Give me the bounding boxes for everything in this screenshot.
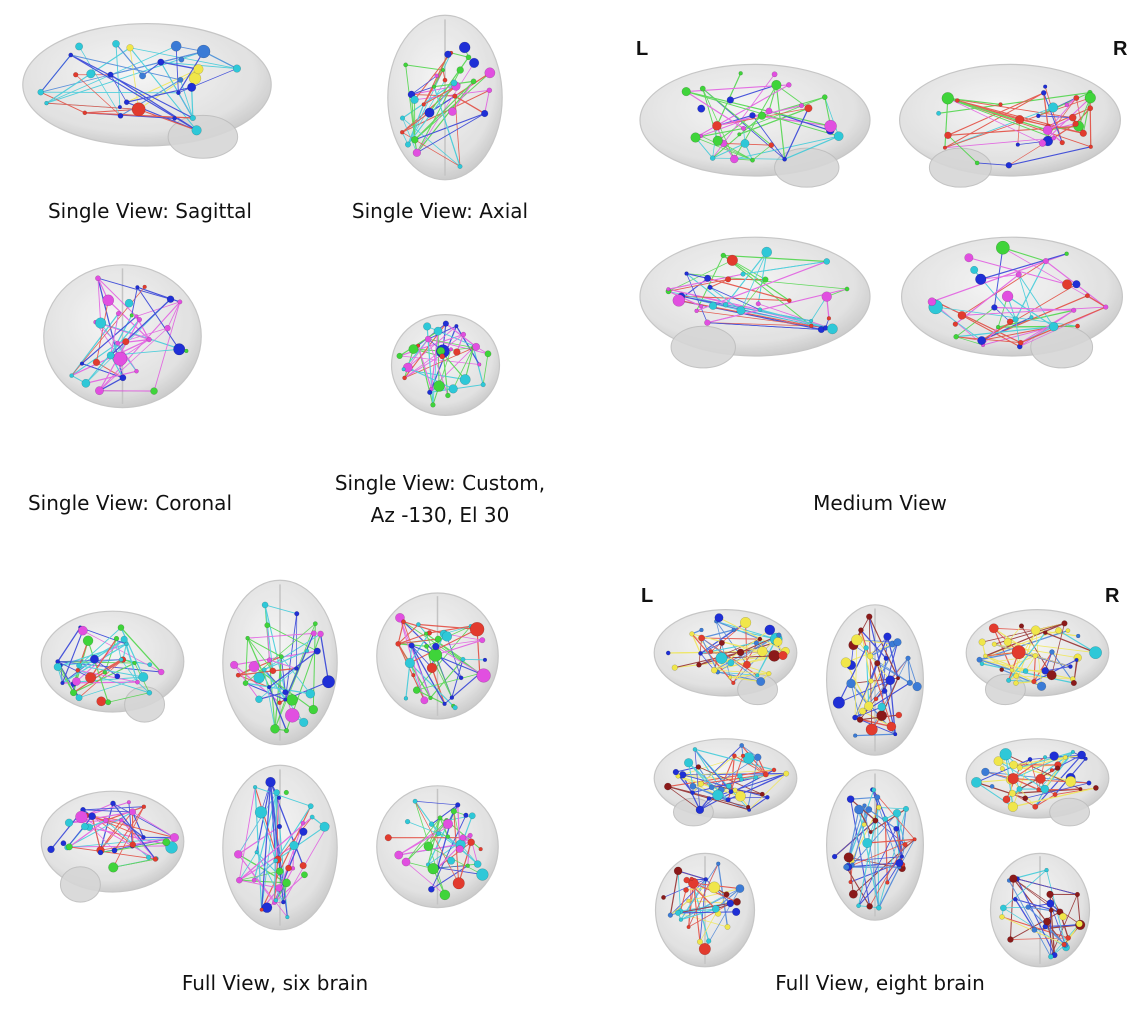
eight-view-coronal-back [989,852,1091,968]
medium-left-label: L [636,38,649,60]
medium-view-medial-right [900,236,1124,369]
medium-view-lateral-right [898,63,1122,188]
brain-custom-render [390,313,501,417]
six-view-sagittal-left [40,610,185,723]
panel-full-six [35,575,565,935]
eight-view-axial-top [825,604,925,756]
six-view-axial-top [222,579,338,746]
eight-view-coronal-front [654,852,756,968]
eight-right-label: R [1105,585,1120,607]
caption-full-eight: Full View, eight brain [775,971,985,995]
medium-view-medial-left [639,236,871,369]
eight-view-sagittal-right-lateral [965,608,1110,706]
eight-view-axial-bottom [825,769,925,921]
caption-custom-line1: Single View: Custom, [334,471,546,495]
brain-axial-render [387,14,503,181]
caption-full-six: Full View, six brain [181,971,369,995]
caption-axial: Single View: Axial [351,199,529,223]
brain-coronal-render [43,264,202,409]
panel-axial [380,10,510,185]
panel-medium [630,52,1130,412]
eight-view-sagittal-left-medial [653,738,798,827]
eight-view-sagittal-right-medial [965,738,1110,827]
eight-left-label: L [641,585,654,607]
six-view-coronal-front [376,592,499,720]
caption-coronal: Single View: Coronal [27,491,232,515]
brain-sagittal-render [22,23,272,159]
six-view-sagittal-right [40,790,185,903]
caption-custom: Single View: Custom, Az -130, El 30 [300,467,580,531]
six-view-coronal-back [376,785,499,909]
panel-custom [378,305,513,425]
medium-view-lateral-left [639,63,871,188]
panel-coronal [35,258,210,428]
caption-sagittal: Single View: Sagittal [47,199,252,223]
eight-view-sagittal-left-lateral [653,608,798,706]
caption-custom-line2: Az -130, El 30 [370,503,510,527]
panel-full-eight [640,600,1130,968]
medium-right-label: R [1113,38,1128,60]
six-view-axial-bottom [222,764,338,931]
caption-medium: Medium View [813,491,947,515]
panel-sagittal [12,10,282,180]
